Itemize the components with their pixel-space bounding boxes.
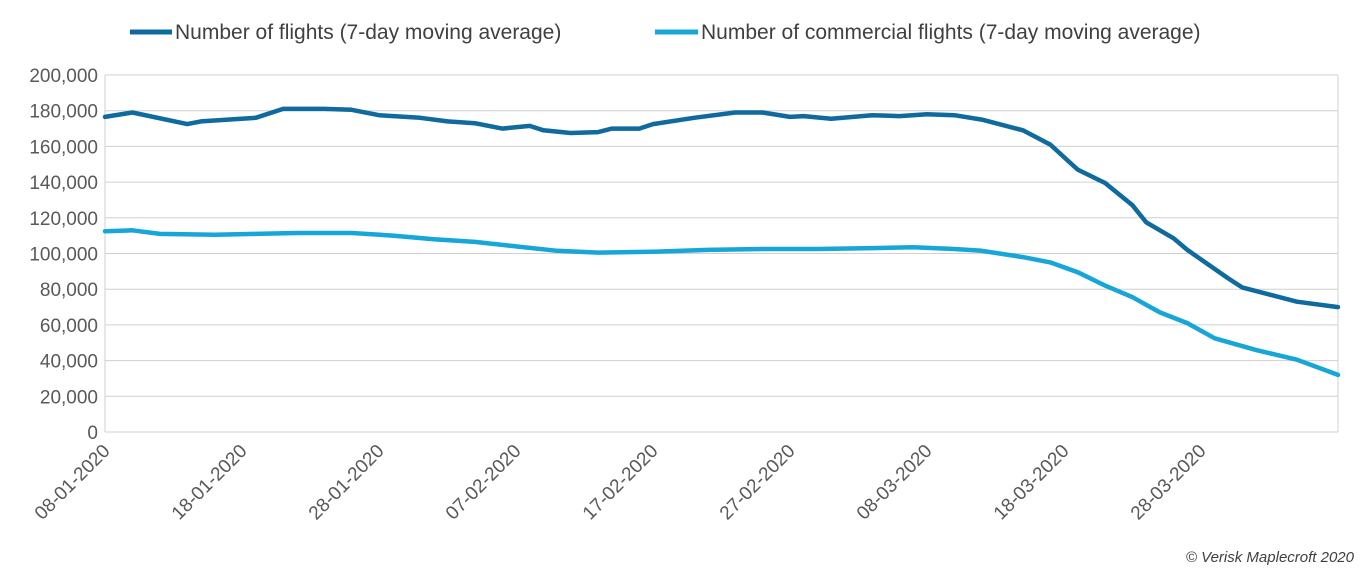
x-tick-label: 08-01-2020 (31, 441, 115, 525)
y-tick-label: 120,000 (29, 209, 98, 230)
x-tick-label: 28-01-2020 (305, 441, 389, 525)
series-line-0 (102, 106, 1341, 310)
series-lines (102, 106, 1341, 378)
y-tick-label: 0 (87, 423, 98, 444)
gridlines (104, 74, 1339, 433)
legend: Number of flights (7-day moving average)… (130, 21, 1201, 44)
y-tick-label: 40,000 (40, 352, 98, 373)
y-tick-label: 140,000 (29, 173, 98, 194)
y-tick-label: 160,000 (29, 137, 98, 158)
y-tick-label: 200,000 (29, 66, 98, 87)
x-tick-label: 08-03-2020 (853, 441, 937, 525)
y-tick-label: 20,000 (40, 387, 98, 408)
y-tick-label: 80,000 (40, 280, 98, 301)
y-tick-label: 60,000 (40, 316, 98, 337)
x-tick-label: 28-03-2020 (1127, 441, 1211, 525)
series-line-1 (102, 228, 1341, 378)
y-tick-label: 180,000 (29, 102, 98, 123)
x-tick-label: 07-02-2020 (442, 441, 526, 525)
y-tick-label: 100,000 (29, 245, 98, 266)
copyright-text: © Verisk Maplecroft 2020 (1186, 549, 1355, 566)
x-tick-label: 17-02-2020 (579, 441, 663, 525)
legend-label-flights: Number of flights (7-day moving average) (175, 21, 561, 44)
x-tick-label: 27-02-2020 (716, 441, 800, 525)
legend-label-commercial: Number of commercial flights (7-day movi… (701, 21, 1201, 44)
y-axis: 0 20,000 40,000 60,000 80,000 100,000 120,000 1… (29, 66, 98, 444)
x-axis: 08-01-2020 18-01-2020 28-01-2020 07-02-2020… (31, 441, 1211, 525)
x-tick-label: 18-01-2020 (168, 441, 252, 525)
x-tick-label: 18-03-2020 (990, 441, 1074, 525)
